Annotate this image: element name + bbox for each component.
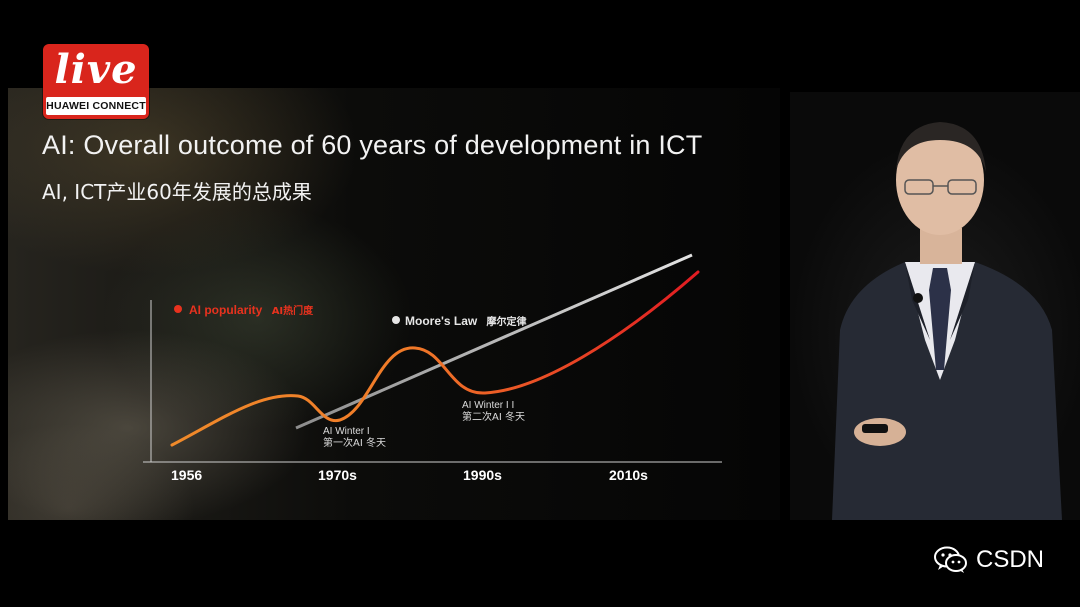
moore-legend-zh: 摩尔定律	[486, 317, 527, 328]
ai-popularity-curve	[170, 270, 700, 447]
tick-label: 1956	[171, 467, 203, 483]
watermark-text: CSDN	[975, 546, 1044, 573]
moore-legend-en: Moore's Law	[405, 314, 478, 328]
ai-legend-en: AI popularity	[189, 303, 263, 317]
slide-subtitle: AI, ICT产业60年发展的总成果	[42, 180, 312, 204]
ai-winter-1-zh: 第一次AI 冬天	[323, 438, 386, 449]
speaker-head	[896, 125, 984, 235]
live-logo-text: HUAWEI CONNECT	[46, 97, 146, 115]
live-badge: live HUAWEI CONNECT	[43, 44, 149, 119]
ai-winter-2-en: AI Winter I I	[462, 400, 515, 411]
csdn-watermark: CSDN	[933, 546, 1044, 574]
ai-winter-2-zh: 第二次AI 冬天	[462, 412, 525, 423]
tick-label: 1990s	[463, 467, 502, 483]
moore-legend-dot	[392, 316, 400, 324]
moore-legend-label: Moore's Law 摩尔定律	[405, 313, 527, 328]
presentation-slide	[8, 88, 780, 520]
ai-winter-1-annotation: AI Winter I 第一次AI 冬天	[323, 426, 386, 450]
tick-label: 2010s	[609, 467, 648, 483]
speaker-tie	[929, 268, 951, 370]
speaker-suit	[832, 262, 1062, 520]
ai-legend-dot	[174, 305, 182, 313]
live-logo-word: live	[54, 46, 138, 93]
ai-legend-zh: AI热门度	[271, 306, 314, 317]
wechat-icon	[933, 546, 967, 573]
ai-winter-2-annotation: AI Winter I I 第二次AI 冬天	[462, 400, 525, 424]
ai-winter-1-en: AI Winter I	[323, 426, 370, 437]
slide-title: AI: Overall outcome of 60 years of devel…	[42, 130, 703, 160]
ai-legend-label: AI popularity AI热门度	[189, 302, 313, 317]
tick-label: 1970s	[318, 467, 357, 483]
